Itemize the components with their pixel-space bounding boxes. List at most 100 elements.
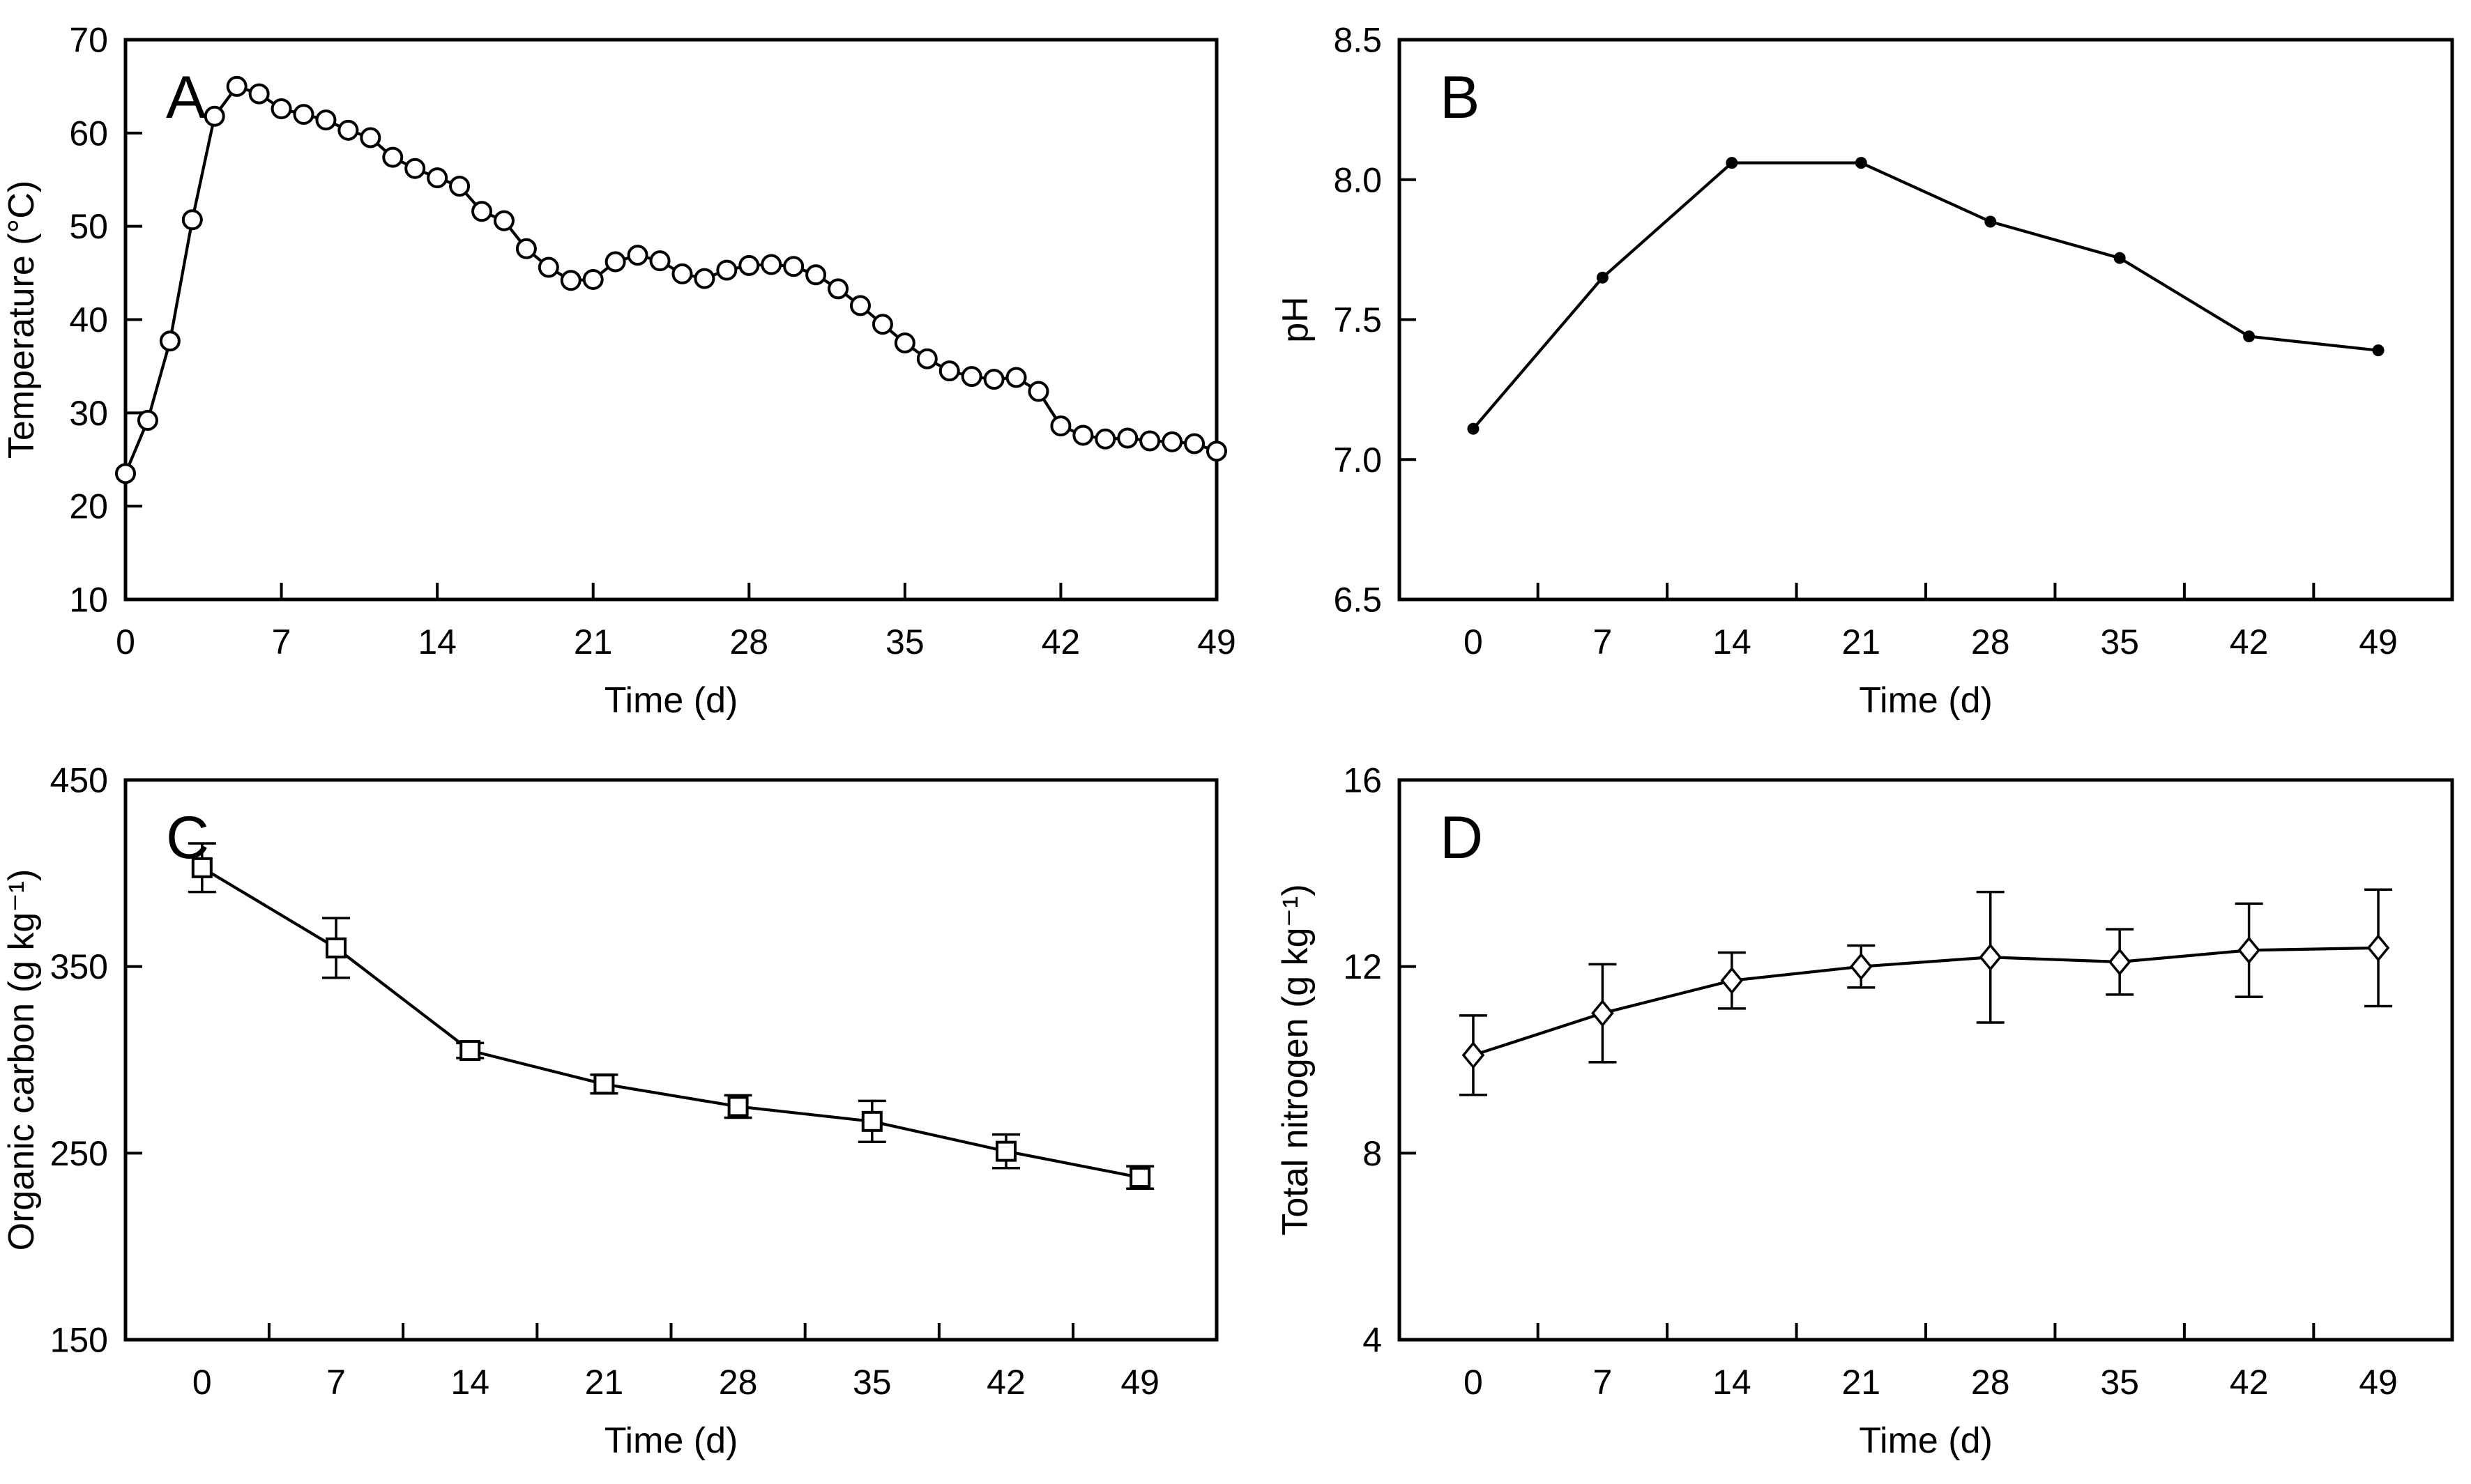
y-tick-label: 250 [50,1134,108,1173]
panel-ph: 0 7 14 21 28 35 42 49 6.5 7.0 7.5 8.0 8.5 Time (d) pH B [1236,0,2471,740]
data-point [404,158,426,179]
data-point [471,201,493,222]
data-point [894,332,915,353]
data-point [1130,1167,1151,1188]
y-tick-label: 350 [50,947,108,986]
y-tick-label: 30 [69,394,108,433]
data-point [916,348,938,369]
data-point [1028,381,1049,402]
data-point [783,256,805,277]
data-point [1072,424,1094,446]
data-point [671,263,693,284]
data-point [137,410,158,431]
organic-carbon-chart: 0 7 14 21 28 35 42 49 150 250 350 450 Time (d) Organi… [1,761,1219,1461]
panel-temperature: 0 7 14 21 28 35 42 49 10 20 30 40 50 60 70 Time (d) Temp… [0,0,1236,740]
panel-letter: D [1440,804,1483,871]
data-point [1855,157,1867,169]
x-tick-label: 35 [2100,622,2139,661]
x-axis-title: Time (d) [605,680,738,721]
axes [1397,38,2454,602]
data-point [337,119,359,141]
axes [123,38,1219,602]
x-tick-label: 49 [1120,1363,1160,1402]
data-series [188,842,1155,1190]
y-tick-label: 20 [69,487,108,526]
data-point [1596,271,1609,284]
data-point [694,268,715,289]
y-tick-label: 8.5 [1333,21,1382,60]
data-point [1591,999,1614,1027]
x-tick-label: 14 [1712,1363,1751,1402]
data-point [1139,430,1161,452]
data-point [938,360,960,382]
axis-labels: 0 7 14 21 28 35 42 49 10 20 30 40 50 60 70 Time (d) Temp… [1,21,1236,721]
data-point [204,105,225,127]
data-point [293,104,314,125]
ph-chart: 0 7 14 21 28 35 42 49 6.5 7.0 7.5 8.0 8.5 Time (d) pH B [1275,21,2454,721]
data-point [1117,427,1139,449]
y-tick-label: 10 [69,581,108,620]
x-axis-title: Time (d) [605,1421,738,1461]
data-point [226,75,248,97]
x-tick-label: 42 [2230,1363,2269,1402]
data-point [1162,431,1183,452]
x-tick-label: 35 [853,1363,892,1402]
x-tick-label: 49 [2359,622,2398,661]
data-point [2108,948,2131,976]
x-tick-label: 0 [116,622,135,661]
y-tick-label: 4 [1362,1321,1382,1360]
panel-letter: A [166,64,206,131]
x-tick-label: 42 [2230,622,2269,661]
y-tick-label: 60 [69,114,108,153]
x-tick-label: 0 [1463,622,1483,661]
data-point [1979,943,2002,972]
data-point [191,857,213,878]
x-tick-label: 7 [1592,1363,1612,1402]
y-axis-title: Total nitrogen (g kg⁻¹) [1275,884,1316,1235]
x-tick-label: 49 [2359,1363,2398,1402]
y-tick-label: 8.0 [1333,160,1382,199]
data-point [872,314,893,335]
panel-organic-carbon: 0 7 14 21 28 35 42 49 150 250 350 450 Time (d) Organi… [0,740,1236,1481]
data-point [427,167,448,189]
data-point [326,937,347,958]
data-point [1050,415,1072,437]
y-tick-label: 7.5 [1333,300,1382,339]
data-series [115,75,1227,484]
series-line [1472,161,2379,430]
data-point [649,250,671,272]
x-axis-title: Time (d) [1859,680,1993,721]
y-tick-label: 8 [1362,1134,1382,1173]
data-point [961,366,982,388]
data-series [1467,157,2385,435]
data-point [1206,441,1227,462]
data-point [315,109,337,131]
data-point [2366,934,2390,962]
data-point [605,251,626,273]
x-tick-label: 35 [885,622,925,661]
data-point [515,238,537,259]
axes [1397,778,2454,1342]
x-tick-label: 21 [1841,622,1880,661]
y-tick-label: 50 [69,207,108,246]
data-point [1984,215,1997,228]
data-point [1467,422,1480,435]
axis-labels: 0 7 14 21 28 35 42 49 4 8 12 16 Time (d) Total nitrog… [1275,761,2398,1462]
x-tick-label: 49 [1197,622,1236,661]
x-tick-label: 14 [418,622,457,661]
x-tick-label: 7 [326,1363,346,1402]
data-point [1095,428,1116,450]
data-point [248,83,270,105]
y-tick-label: 40 [69,300,108,339]
y-axis-title: pH [1275,296,1316,342]
y-tick-label: 150 [50,1321,108,1360]
data-point [538,257,559,278]
data-point [2372,344,2385,357]
x-tick-label: 7 [1592,622,1612,661]
data-point [1726,157,1738,169]
series-line [124,84,1217,475]
data-point [805,264,827,286]
y-axis-title: Organic carbon (g kg⁻¹) [1,869,42,1251]
data-point [849,295,871,316]
